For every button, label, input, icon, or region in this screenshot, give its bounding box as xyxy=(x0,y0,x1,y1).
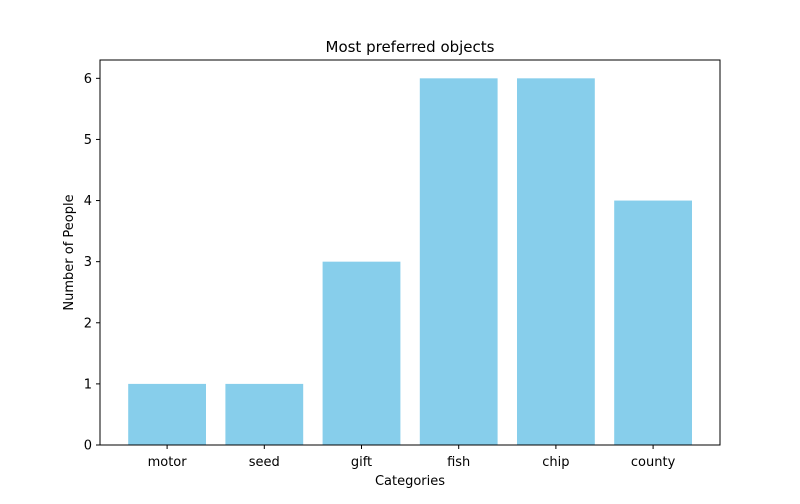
x-tick-label: chip xyxy=(542,455,569,470)
y-tick-label: 0 xyxy=(84,439,92,454)
y-tick-label: 5 xyxy=(84,133,92,148)
bar-county xyxy=(614,200,692,445)
plot-frame xyxy=(99,59,721,446)
x-tick-label: gift xyxy=(351,455,372,470)
y-axis-ticks: 0 1 2 3 4 5 6 xyxy=(84,72,100,454)
x-tick-label: county xyxy=(631,455,676,470)
chart-title: Most preferred objects xyxy=(326,38,495,56)
y-tick-label: 3 xyxy=(84,255,92,270)
bar-fish xyxy=(419,78,498,445)
y-tick-label: 6 xyxy=(84,72,92,87)
x-tick-label: fish xyxy=(447,455,470,470)
x-axis-label: Categories xyxy=(375,474,445,489)
bar-gift xyxy=(322,261,401,445)
bar-motor xyxy=(128,383,206,445)
bars-group xyxy=(128,78,692,445)
x-axis-ticks: motor seed gift fish chip county xyxy=(148,445,676,470)
y-tick-label: 2 xyxy=(84,316,92,331)
x-tick-label: seed xyxy=(249,455,280,470)
y-tick-label: 4 xyxy=(84,194,92,209)
y-tick-label: 1 xyxy=(84,377,92,392)
x-tick-label: motor xyxy=(148,455,188,470)
y-axis-label: Number of People xyxy=(62,194,77,310)
bar-chip xyxy=(517,78,595,445)
bar-seed xyxy=(225,383,304,445)
